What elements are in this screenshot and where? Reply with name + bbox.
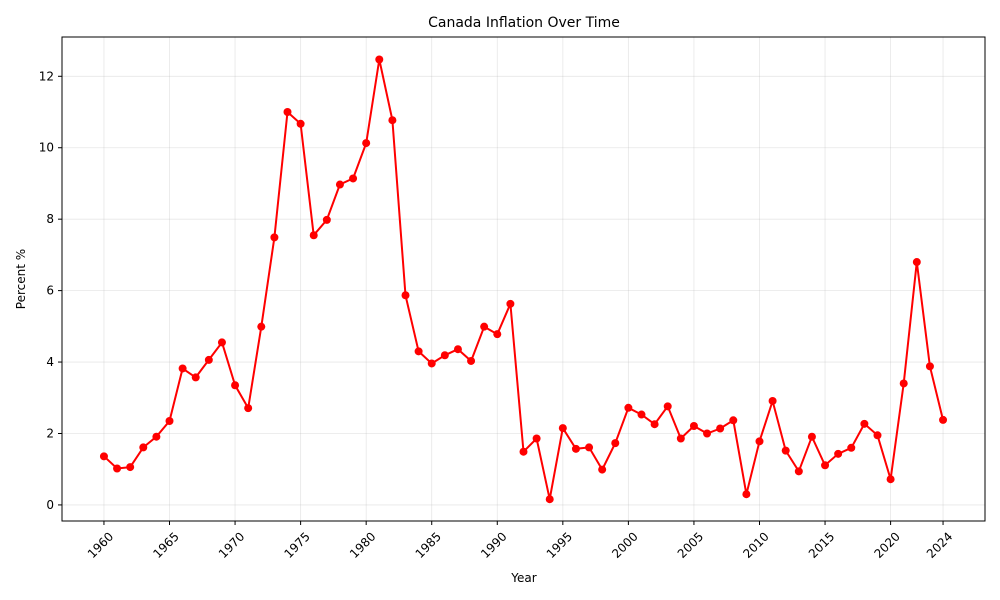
data-point [349,174,358,183]
data-point [598,465,607,474]
x-axis-label: Year [510,571,536,585]
data-point [742,490,751,499]
data-point [676,434,685,443]
y-tick-label: 4 [46,355,54,369]
data-point [925,362,934,371]
data-point [663,402,672,411]
y-tick-label: 0 [46,498,54,512]
y-tick-label: 6 [46,284,54,298]
data-point [834,449,843,458]
data-point [781,446,790,455]
data-point [558,424,567,433]
data-point [493,330,502,339]
y-tick-label: 8 [46,212,54,226]
data-point [414,347,423,356]
data-point [847,443,856,452]
data-point [191,373,200,382]
data-point [388,116,397,125]
y-tick-label: 10 [39,141,54,155]
data-point [467,356,476,365]
data-point [139,443,148,452]
data-point [427,359,436,368]
data-point [886,475,895,484]
data-point [165,416,174,425]
data-point [611,439,620,448]
data-point [729,416,738,425]
data-point-markers [99,55,948,504]
data-point [126,463,135,472]
data-point [283,108,292,117]
data-point [362,139,371,148]
data-point [519,447,528,456]
grid [62,37,985,521]
data-point [335,180,344,189]
data-point [860,419,869,428]
data-point [585,443,594,452]
y-tick-label: 2 [46,426,54,440]
data-point [113,464,122,473]
plot-area-frame [61,36,986,522]
y-tick-label: 12 [39,69,54,83]
data-point [296,119,305,128]
data-point [939,415,948,424]
data-point [624,403,633,412]
data-point [637,410,646,419]
data-point [440,351,449,360]
data-point [375,55,384,64]
data-point [152,432,161,441]
data-point [480,322,489,331]
chart-title: Canada Inflation Over Time [428,15,620,31]
data-point [506,299,515,308]
data-point [99,452,108,461]
data-point [257,322,266,331]
data-point [571,444,580,453]
data-point [807,432,816,441]
y-axis-label: Percent % [14,249,28,309]
y-axis: 0 2 4 6 8 10 12 [39,69,62,512]
data-point [821,461,830,470]
data-point [912,258,921,267]
data-point [716,424,725,433]
data-point [755,437,764,446]
data-point [794,467,803,476]
data-point [178,364,187,373]
data-point [545,495,554,504]
data-point [650,420,659,429]
data-point [270,233,279,242]
data-point [204,355,213,364]
data-point [231,381,240,390]
data-point [217,338,226,347]
data-point [703,429,712,438]
data-point [873,431,882,440]
data-point [322,215,331,224]
data-point [453,345,462,354]
data-point [768,396,777,405]
data-point [689,421,698,430]
data-point [244,404,253,413]
data-point [309,231,318,240]
data-point [899,379,908,388]
data-point [401,291,410,300]
data-point [532,434,541,443]
